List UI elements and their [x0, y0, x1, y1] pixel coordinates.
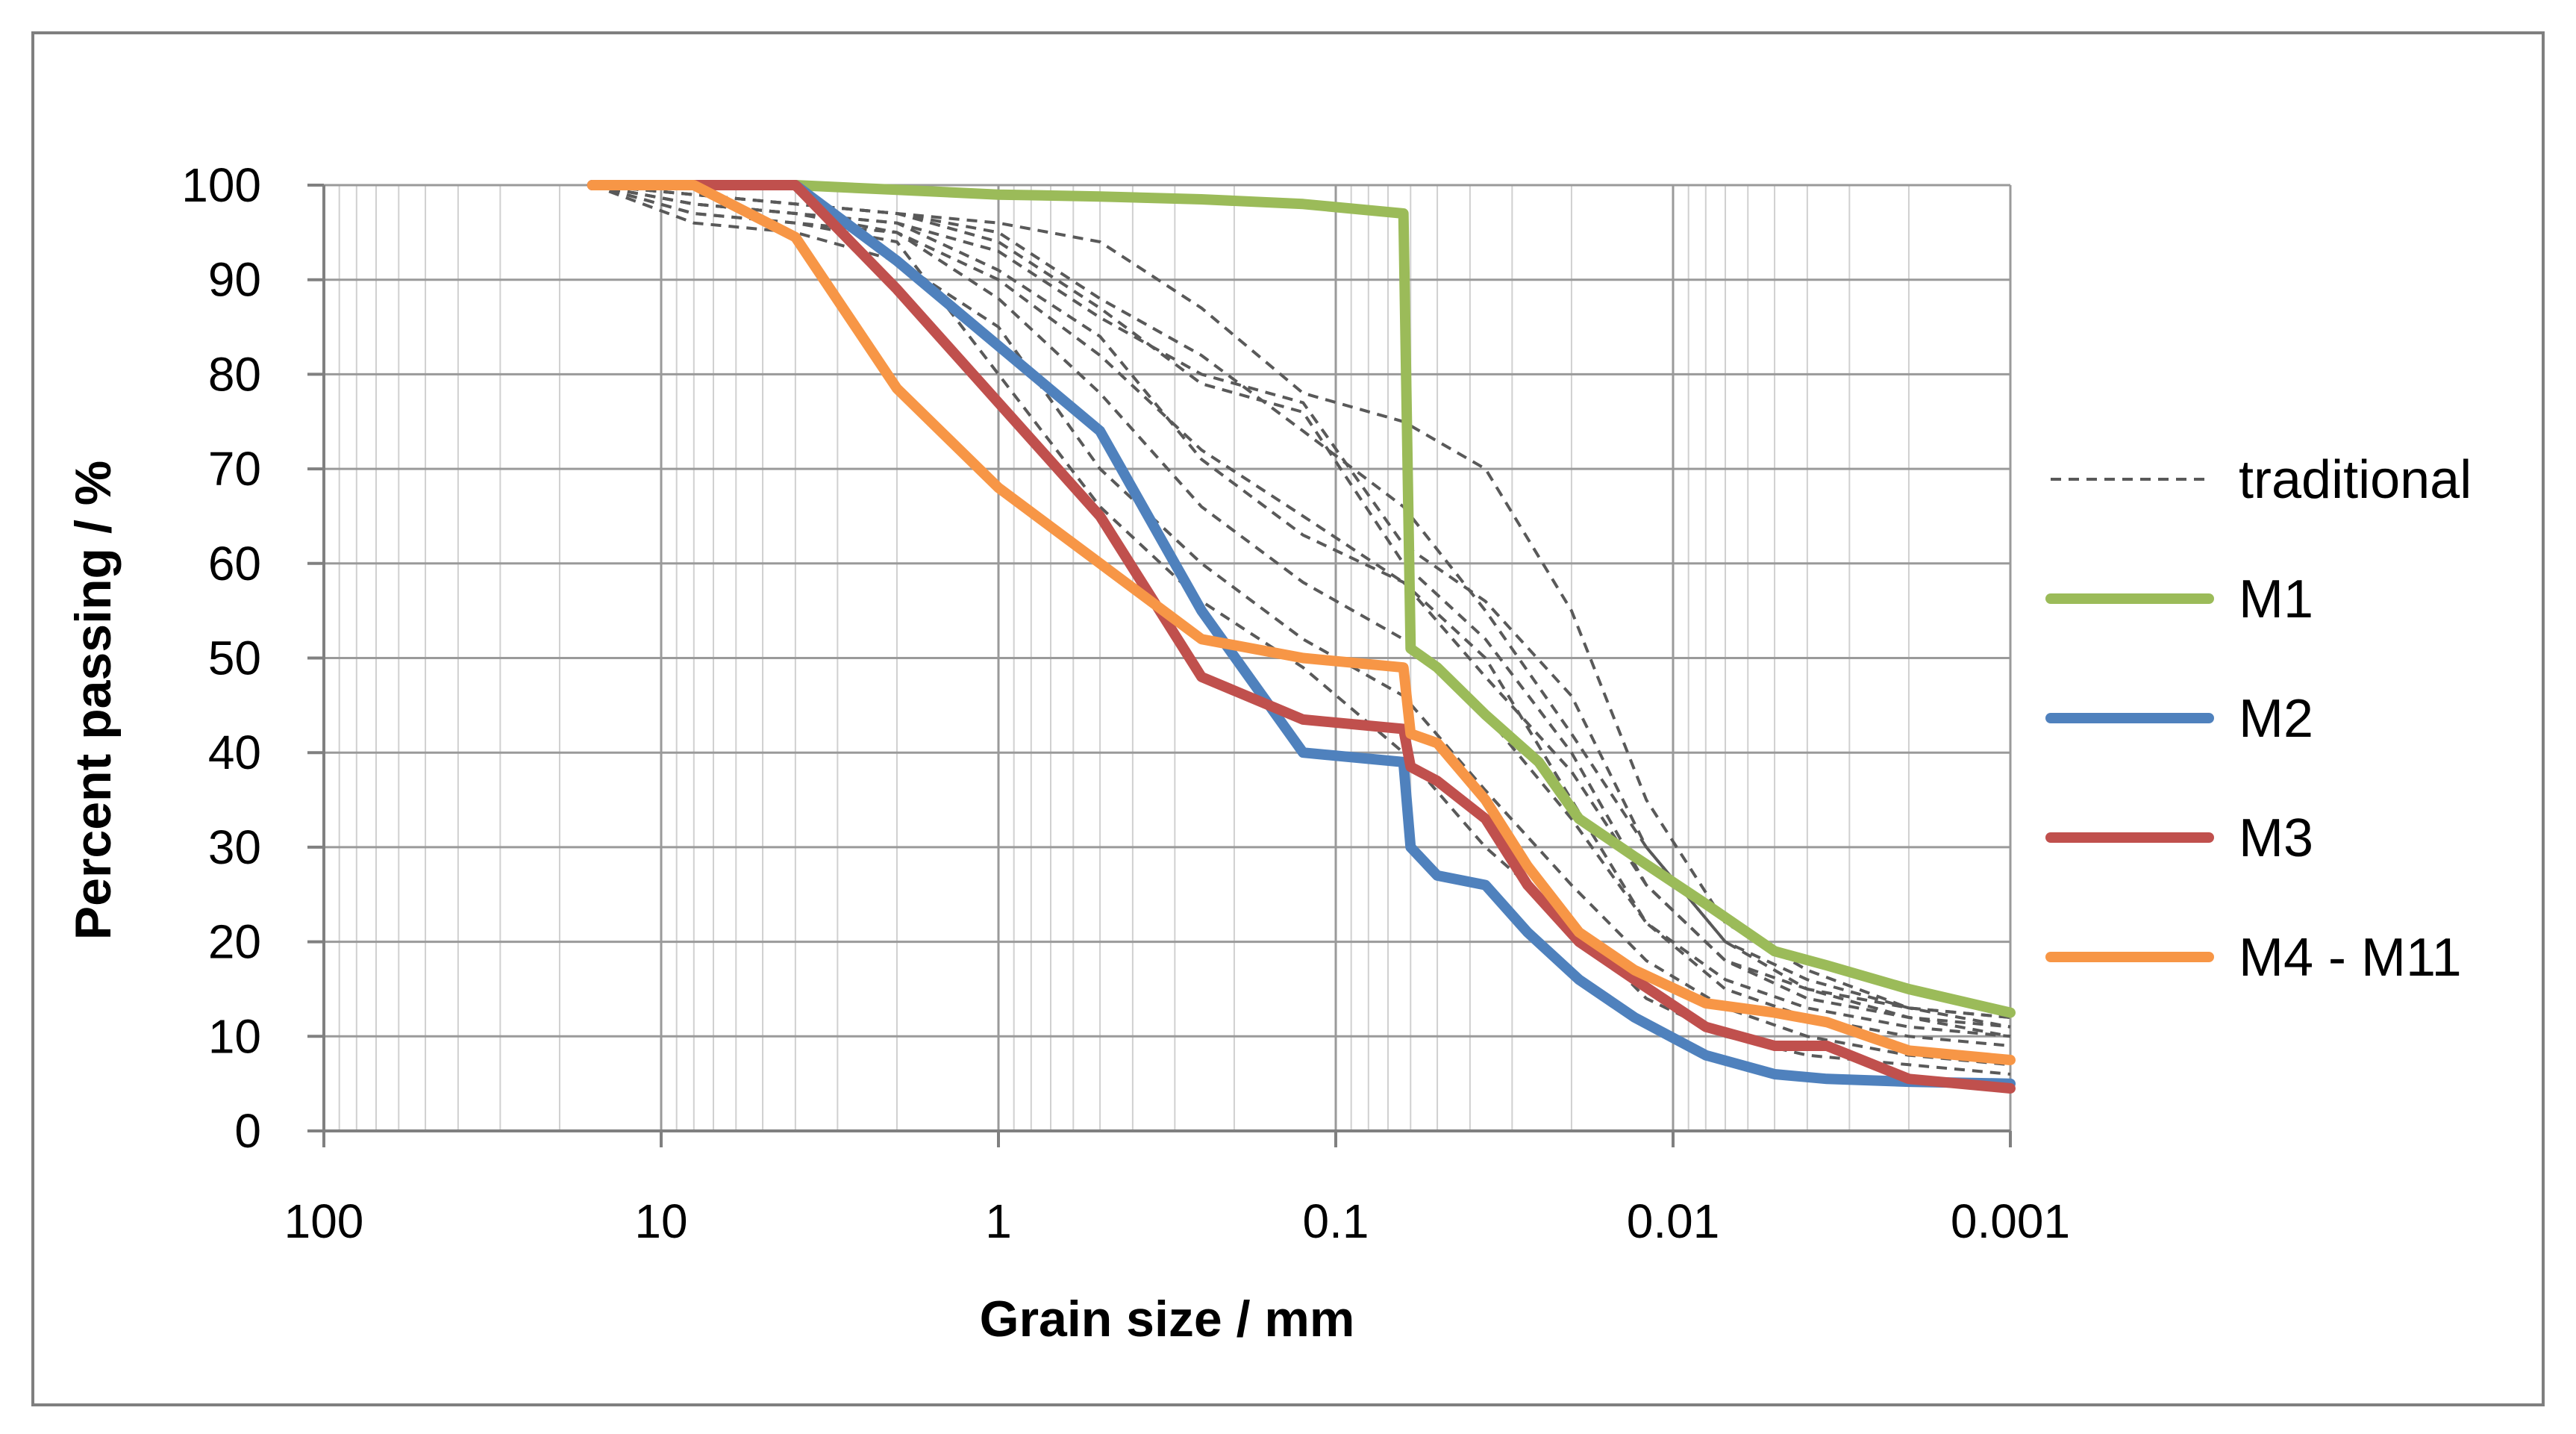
y-tick-label: 100 — [181, 158, 261, 212]
series-line-m2 — [587, 180, 2016, 1089]
legend-label: M4 - M11 — [2239, 928, 2462, 988]
x-tick-label: 1 — [985, 1194, 1012, 1248]
y-tick-label: 90 — [208, 253, 261, 307]
y-tick-label: 80 — [208, 347, 261, 401]
y-tick-label: 10 — [208, 1009, 261, 1063]
y-tick-label: 60 — [208, 537, 261, 590]
legend-item: M1 — [2045, 570, 2313, 629]
legend-label: M1 — [2239, 570, 2313, 629]
axis-layer: 0 10 20 30 40 50 60 70 80 90 100 100 10 1 0.1 0.01 0.001 — [181, 158, 2070, 1248]
series-line-m3 — [587, 180, 2016, 1094]
legend-item: M4 - M11 — [2045, 928, 2462, 988]
legend-label: traditional — [2239, 450, 2472, 510]
y-tick-label: 70 — [208, 442, 261, 496]
x-tick-label: 0.001 — [1951, 1194, 2070, 1248]
y-tick-label: 40 — [208, 726, 261, 779]
y-tick-label: 0 — [234, 1104, 261, 1158]
x-tick-label: 100 — [284, 1194, 364, 1248]
y-axis-title: Percent passing / % — [65, 461, 122, 940]
y-tick-label: 20 — [208, 915, 261, 969]
legend: traditional M1 M2 M3 M4 - M11 — [2045, 450, 2472, 988]
x-tick-label: 10 — [634, 1194, 687, 1248]
legend-label: M3 — [2239, 808, 2313, 868]
x-tick-label: 0.01 — [1627, 1194, 1720, 1248]
y-tick-label: 50 — [208, 632, 261, 685]
series-line-traditional — [592, 184, 2011, 1029]
legend-item: M3 — [2045, 808, 2313, 868]
legend-item: traditional — [2051, 450, 2472, 510]
x-tick-label: 0.1 — [1303, 1194, 1369, 1248]
y-tick-label: 30 — [208, 820, 261, 874]
series-layer — [587, 180, 2016, 1094]
series-line-m1 — [688, 180, 2016, 1018]
x-axis-title: Grain size / mm — [980, 1291, 1355, 1347]
legend-item: M2 — [2045, 689, 2313, 749]
series-line-m4-m11 — [587, 180, 2016, 1065]
legend-label: M2 — [2239, 689, 2313, 749]
